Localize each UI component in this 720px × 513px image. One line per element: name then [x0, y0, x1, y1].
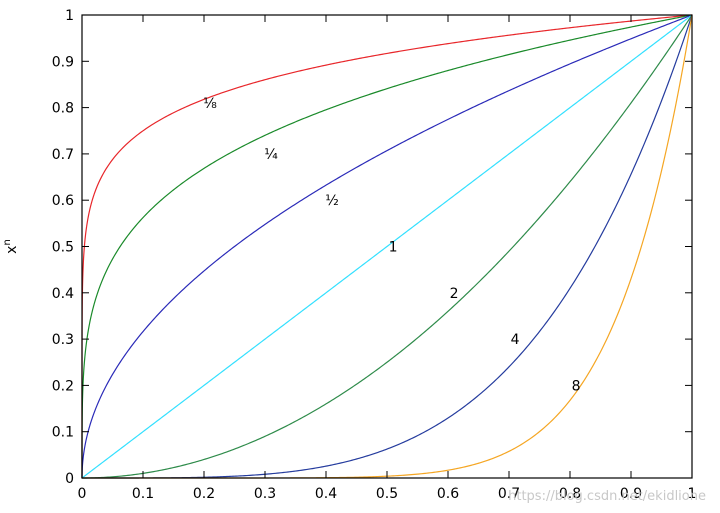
x-tick-label: 0 [78, 486, 87, 502]
y-axis-label-base: x [4, 246, 20, 254]
y-tick-label: 0.8 [52, 101, 74, 117]
x-tick-label: 0.1 [132, 486, 154, 502]
x-tick-label: 0.4 [315, 486, 337, 502]
curve-labels-layer: ⅛ ¼ ½ 1 2 4 8 [203, 96, 580, 394]
x-tick-label: 0.2 [193, 486, 215, 502]
curve-label-n-0_5: ½ [325, 193, 339, 209]
y-tick-label: 0.7 [52, 147, 74, 163]
y-tick-label: 0.9 [52, 54, 74, 70]
series-line-n-0_125 [81, 14, 693, 478]
y-axis-label-superscript: n [2, 239, 13, 245]
curve-label-n-4: 4 [511, 332, 520, 348]
series-line-n-0_25 [81, 14, 693, 478]
x-tick-label: 0.9 [620, 486, 642, 502]
y-tick-label: 1 [65, 8, 74, 24]
curve-label-n-1: 1 [389, 240, 398, 256]
y-tick-label: 0.5 [52, 240, 74, 256]
y-tick-label: 0 [65, 471, 74, 487]
curves-layer [81, 14, 693, 479]
y-tick-label: 0.3 [52, 332, 74, 348]
y-tick-label: 0.6 [52, 193, 74, 209]
y-axis-label: xn [2, 239, 20, 254]
x-tick-label: 0.6 [437, 486, 459, 502]
x-tick-label: 0.3 [254, 486, 276, 502]
watermark: https://blog.csdn.net/ekidlione [508, 489, 706, 504]
series-line-n-1 [81, 14, 693, 479]
curve-label-n-0_125: ⅛ [203, 96, 217, 112]
y-tick-label: 0.1 [52, 425, 74, 441]
curve-label-n-0_25: ¼ [264, 147, 278, 163]
series-line-n-0_5 [81, 14, 693, 478]
curve-label-n-8: 8 [572, 378, 581, 394]
y-tick-label: 0.2 [52, 378, 74, 394]
series-line-n-2 [82, 14, 693, 479]
x-tick-label: 0.7 [498, 486, 520, 502]
x-tick-label: 1 [688, 486, 697, 502]
x-tick-label: 0.5 [376, 486, 398, 502]
y-tick-label: 0.4 [52, 286, 74, 302]
ticks-layer: 0 0.1 0.2 0.3 0.4 0.5 0.6 0.7 0.8 0.9 1 0 0.1 0.2 0.3 0… [52, 8, 697, 502]
curve-label-n-2: 2 [450, 286, 459, 302]
x-tick-label: 0.8 [559, 486, 581, 502]
